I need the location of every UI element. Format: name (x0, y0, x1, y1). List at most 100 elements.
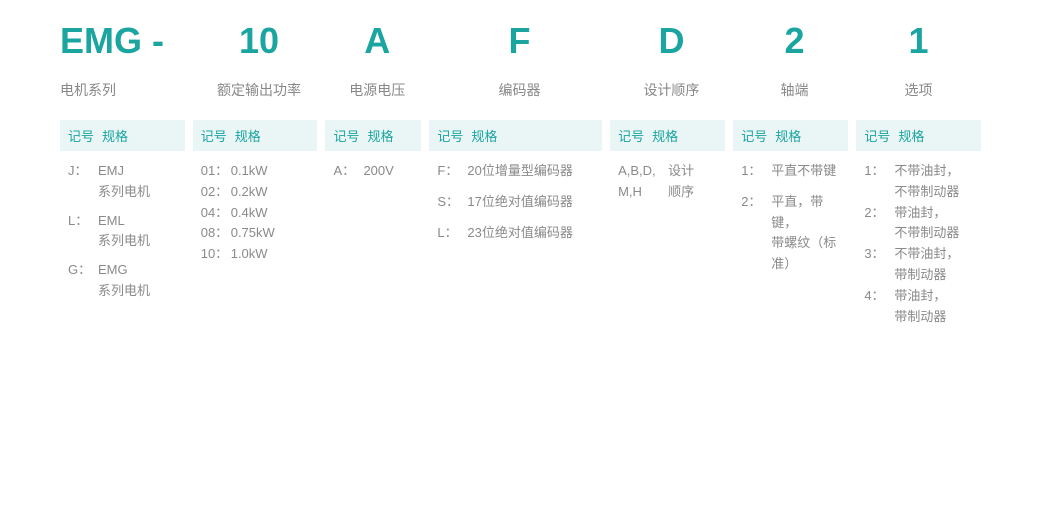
spec-row: 02：0.2kW (201, 182, 310, 203)
spec-code: L： (68, 211, 98, 232)
spec-column-4: 记号规格A,B,D,设计M,H顺序 (610, 120, 725, 337)
spec-subtext: 系列电机 (98, 182, 177, 203)
spec-code: F： (437, 161, 467, 182)
header-code: 记号 (864, 126, 890, 145)
spec-code: 04： (201, 203, 231, 224)
spec-code: 2： (741, 192, 771, 234)
spec-subtext: 系列电机 (98, 281, 177, 302)
spec-code-pad (68, 281, 98, 302)
spec-row: A,B,D,设计 (618, 161, 717, 182)
column-body: 01：0.1kW02：0.2kW04：0.4kW08：0.75kW10：1.0k… (193, 151, 318, 275)
spec-code-pad (864, 223, 894, 244)
spec-row: L：EML (68, 211, 177, 232)
spec-code: 2： (864, 203, 894, 224)
spec-column-0: 记号规格J：EMJ系列电机L：EML系列电机G：EMG系列电机 (60, 120, 185, 337)
spec-row: 4：带油封， (864, 286, 973, 307)
header-spec: 规格 (235, 126, 261, 145)
label-1: 额定输出功率 (193, 80, 326, 100)
spec-text: 不带油封， (894, 161, 973, 182)
column-body: A,B,D,设计M,H顺序 (610, 151, 725, 213)
spec-text: EMG (98, 260, 177, 281)
spec-code: 10： (201, 244, 231, 265)
code-part-0: EMG - (60, 20, 193, 62)
spec-text: 200V (363, 161, 413, 182)
spec-row: 08：0.75kW (201, 223, 310, 244)
spec-text: EMJ (98, 161, 177, 182)
spec-code: L： (437, 223, 467, 244)
spec-text: 0.1kW (231, 161, 310, 182)
spec-row: M,H顺序 (618, 182, 717, 203)
column-header: 记号规格 (60, 120, 185, 151)
spec-text: 平直不带键 (771, 161, 840, 182)
spec-row-sub: 带制动器 (864, 307, 973, 328)
spec-code: 1： (864, 161, 894, 182)
spec-code: A,B,D, (618, 161, 668, 182)
header-code: 记号 (741, 126, 767, 145)
code-part-3: F (429, 20, 610, 62)
spec-subtext: 带制动器 (894, 307, 973, 328)
spec-text: 20位增量型编码器 (467, 161, 594, 182)
spec-column-1: 记号规格01：0.1kW02：0.2kW04：0.4kW08：0.75kW10：… (193, 120, 318, 337)
spec-row: 10：1.0kW (201, 244, 310, 265)
code-part-4: D (610, 20, 733, 62)
spec-code-pad (864, 307, 894, 328)
spec-row-sub: 系列电机 (68, 231, 177, 252)
spec-column-3: 记号规格F：20位增量型编码器S：17位绝对值编码器L：23位绝对值编码器 (429, 120, 602, 337)
spec-column-6: 记号规格1：不带油封，不带制动器2：带油封，不带制动器3：不带油封，带制动器4：… (856, 120, 981, 337)
label-0: 电机系列 (60, 80, 193, 100)
spec-subtext: 不带制动器 (894, 223, 973, 244)
spec-code: 08： (201, 223, 231, 244)
spec-code-pad (68, 182, 98, 203)
column-header: 记号规格 (610, 120, 725, 151)
spec-code: 4： (864, 286, 894, 307)
spec-code: 1： (741, 161, 771, 182)
spec-row: 1：平直不带键 (741, 161, 840, 182)
header-code: 记号 (618, 126, 644, 145)
spec-text: 顺序 (668, 182, 717, 203)
header-code: 记号 (437, 126, 463, 145)
spec-row: G：EMG (68, 260, 177, 281)
header-spec: 规格 (471, 126, 497, 145)
spec-row-sub: 带螺纹（标准） (741, 233, 840, 275)
spec-row-sub: 带制动器 (864, 265, 973, 286)
spec-text: EML (98, 211, 177, 232)
column-body: J：EMJ系列电机L：EML系列电机G：EMG系列电机 (60, 151, 185, 320)
spec-row: 01：0.1kW (201, 161, 310, 182)
column-header: 记号规格 (429, 120, 602, 151)
spec-column-5: 记号规格1：平直不带键2：平直，带键，带螺纹（标准） (733, 120, 848, 337)
spec-columns: 记号规格J：EMJ系列电机L：EML系列电机G：EMG系列电机记号规格01：0.… (60, 120, 981, 337)
spec-code: J： (68, 161, 98, 182)
spec-code: G： (68, 260, 98, 281)
spec-text: 不带油封， (894, 244, 973, 265)
spec-code-pad (864, 265, 894, 286)
spec-text: 带油封， (894, 286, 973, 307)
spec-code: A： (333, 161, 363, 182)
column-header: 记号规格 (733, 120, 848, 151)
column-header: 记号规格 (856, 120, 981, 151)
header-code: 记号 (68, 126, 94, 145)
spec-text: 1.0kW (231, 244, 310, 265)
spec-code: M,H (618, 182, 668, 203)
label-5: 轴端 (733, 80, 856, 100)
label-row: 电机系列额定输出功率电源电压编码器设计顺序轴端选项 (60, 80, 981, 100)
spec-code-pad (864, 182, 894, 203)
spec-text: 0.75kW (231, 223, 310, 244)
spec-row: S：17位绝对值编码器 (437, 192, 594, 213)
spec-row: 04：0.4kW (201, 203, 310, 224)
spec-row: 1：不带油封， (864, 161, 973, 182)
header-spec: 规格 (652, 126, 678, 145)
column-body: F：20位增量型编码器S：17位绝对值编码器L：23位绝对值编码器 (429, 151, 602, 253)
spec-row-sub: 不带制动器 (864, 182, 973, 203)
code-part-6: 1 (856, 20, 981, 62)
label-4: 设计顺序 (610, 80, 733, 100)
spec-code-pad (68, 231, 98, 252)
column-header: 记号规格 (325, 120, 421, 151)
label-6: 选项 (856, 80, 981, 100)
column-header: 记号规格 (193, 120, 318, 151)
spec-row-sub: 系列电机 (68, 182, 177, 203)
spec-text: 平直，带键， (771, 192, 840, 234)
spec-text: 带油封， (894, 203, 973, 224)
header-code: 记号 (333, 126, 359, 145)
spec-row: 2：平直，带键， (741, 192, 840, 234)
spec-row: F：20位增量型编码器 (437, 161, 594, 182)
